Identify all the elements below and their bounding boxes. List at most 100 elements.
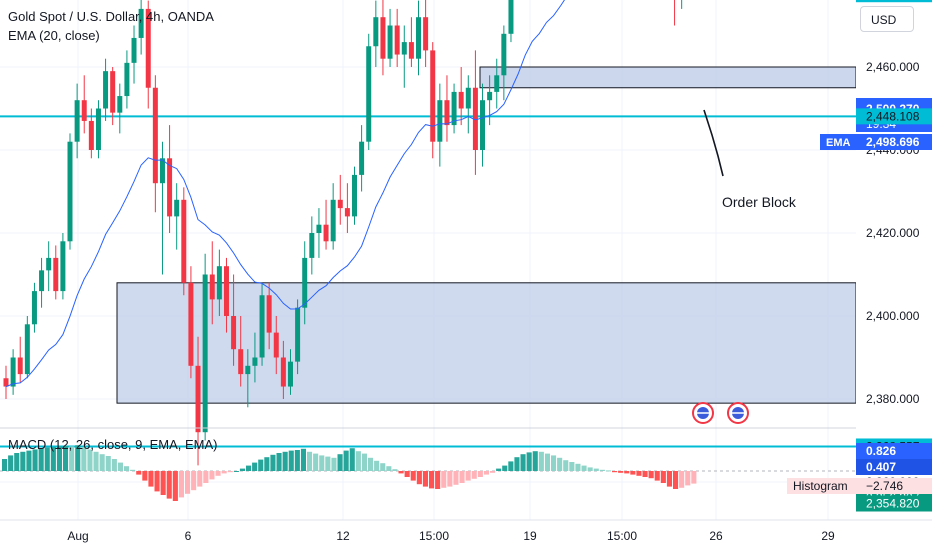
macd-histogram-bar xyxy=(160,471,166,495)
candle-body xyxy=(53,257,59,292)
macd-histogram-bar xyxy=(239,468,245,471)
level-tag-label: 2,477.538 xyxy=(866,0,920,1)
time-axis[interactable]: Aug 6 12 15:00 19 15:00 26 29 xyxy=(67,529,835,543)
macd-histogram-bar xyxy=(624,471,630,474)
macd-histogram-bar xyxy=(386,466,392,471)
candle-body xyxy=(117,96,123,113)
macd-histogram-bar xyxy=(233,471,239,472)
level-tag-background xyxy=(856,108,932,125)
candle-body xyxy=(330,199,336,242)
histogram-label: Histogram xyxy=(793,479,848,493)
macd-histogram-bar xyxy=(69,446,75,471)
candle-body xyxy=(167,158,173,217)
macd-histogram-bar xyxy=(685,471,691,486)
candle-body xyxy=(195,365,201,433)
ema-line xyxy=(5,0,566,388)
time-tick-label: Aug xyxy=(67,529,88,543)
candle-body xyxy=(273,332,279,358)
macd-histogram-bar xyxy=(288,450,294,471)
macd-histogram-bar xyxy=(81,447,87,471)
candle-body xyxy=(337,199,343,209)
macd-histogram-bar xyxy=(313,453,319,471)
candle-body xyxy=(46,257,52,271)
histogram-value: −2.746 xyxy=(866,479,903,493)
candles-layer xyxy=(3,0,683,466)
macd-histogram-bar xyxy=(477,471,483,477)
macd-histogram-bar xyxy=(349,448,355,471)
us-flag-icon[interactable] xyxy=(727,402,749,424)
macd-histogram-bar xyxy=(538,451,544,471)
candle-body xyxy=(231,316,237,350)
macd-histogram-bar xyxy=(593,468,599,471)
macd-histogram-bar xyxy=(124,466,130,471)
currency-button[interactable]: USD xyxy=(860,6,914,32)
macd-histogram-bar xyxy=(209,471,215,480)
candle-body xyxy=(423,17,429,51)
price-axis-background xyxy=(856,0,932,520)
macd-value: 0.826 xyxy=(866,444,896,458)
candle-body xyxy=(487,91,493,101)
macd-histogram-bar xyxy=(666,471,672,487)
macd-histogram-bar xyxy=(38,448,44,471)
macd-histogram-bar xyxy=(276,453,282,471)
macd-histogram-bar xyxy=(282,451,288,471)
ema-indicator-legend[interactable]: EMA (20, close) xyxy=(8,28,100,43)
macd-histogram-bar xyxy=(227,471,233,473)
macd-histogram-bar xyxy=(178,471,184,498)
macd-histogram-bar xyxy=(514,457,520,471)
macd-histogram-bar xyxy=(246,465,252,471)
candle-body xyxy=(174,199,180,217)
macd-histogram-bar xyxy=(166,471,172,499)
candle-body xyxy=(508,0,514,34)
macd-histogram-bar xyxy=(294,450,300,471)
candle-body xyxy=(88,120,94,150)
macd-histogram-bar xyxy=(75,445,81,471)
candle-body xyxy=(31,291,37,325)
candle-body xyxy=(145,8,151,88)
us-flag-icon[interactable] xyxy=(692,402,714,424)
level-tag-label: 2,448.108 xyxy=(866,109,920,123)
candle-body xyxy=(223,266,229,316)
macd-histogram-bar xyxy=(660,471,666,483)
macd-histogram-bar xyxy=(416,471,422,485)
macd-histogram-bar xyxy=(398,471,404,474)
macd-histogram-bar xyxy=(654,471,660,481)
macd-histogram-bar xyxy=(630,471,636,475)
macd-histogram-bar xyxy=(325,456,331,471)
macd-histogram-bar xyxy=(221,471,227,474)
candle-body xyxy=(373,17,379,47)
candle-body xyxy=(316,224,322,233)
candle-body xyxy=(323,224,329,242)
macd-histogram-bar xyxy=(526,452,532,471)
level-tag-label: 2,354.820 xyxy=(866,496,920,510)
price-axis[interactable]: 2,520.0002,460.0002,440.0002,420.0002,40… xyxy=(866,0,920,489)
macd-histogram-bar xyxy=(337,454,343,471)
macd-histogram-bar xyxy=(636,471,642,476)
macd-indicator-legend[interactable]: MACD (12, 26, close, 9, EMA, EMA) xyxy=(8,437,218,452)
candle-body xyxy=(401,42,407,55)
candle-body xyxy=(444,100,450,126)
macd-histogram-bar xyxy=(392,469,398,471)
macd-histogram-bar xyxy=(136,471,142,475)
macd-histogram-bar xyxy=(618,471,624,473)
candle-body xyxy=(202,274,208,433)
price-tick-label: 2,400.000 xyxy=(866,309,920,323)
candle-body xyxy=(302,257,308,308)
order-block-zone xyxy=(479,66,857,89)
candle-body xyxy=(3,378,9,387)
macd-histogram-bar xyxy=(557,457,563,471)
candle-body xyxy=(387,25,393,59)
macd-histogram-bar xyxy=(300,448,306,471)
macd-histogram-bar xyxy=(307,451,313,471)
candle-body xyxy=(24,324,30,375)
candle-body xyxy=(266,295,272,333)
macd-histogram-bar xyxy=(520,454,526,471)
macd-histogram-bar xyxy=(410,471,416,481)
candle-body xyxy=(309,233,315,258)
candle-body xyxy=(359,141,365,175)
macd-histogram-bar xyxy=(605,470,611,472)
macd-histogram-bar xyxy=(587,467,593,471)
candle-body xyxy=(352,174,357,217)
candle-body xyxy=(39,270,45,292)
